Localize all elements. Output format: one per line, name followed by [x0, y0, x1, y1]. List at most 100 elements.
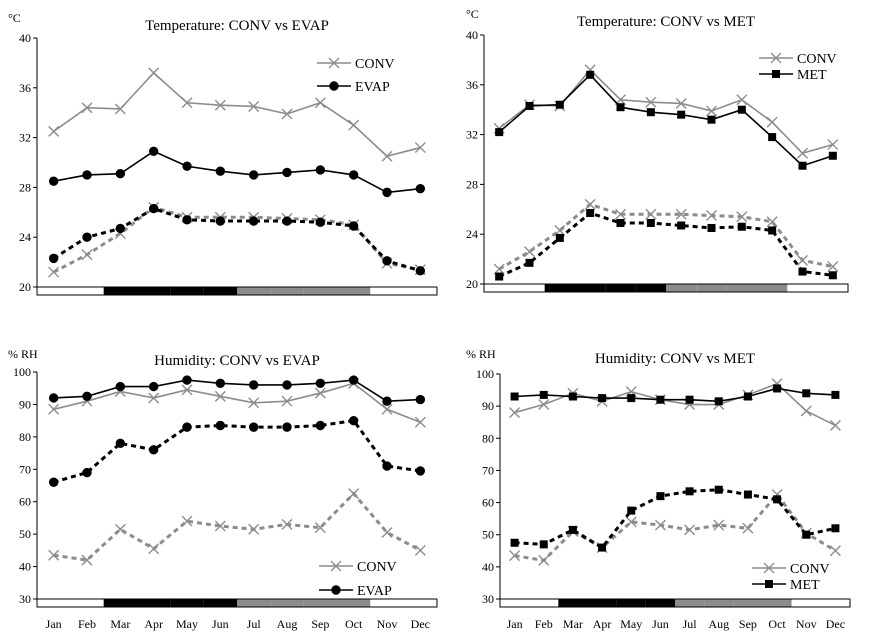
- chart-title: Humidity: CONV vs MET: [595, 351, 755, 367]
- x-tick-label: Jul: [683, 617, 698, 631]
- season-bar-segment: [544, 284, 575, 292]
- series-line: [498, 211, 834, 278]
- season-bar-segment: [787, 284, 818, 292]
- data-point-x-marker: [766, 216, 778, 228]
- data-point-x-marker: [48, 125, 60, 137]
- season-bar-segment: [484, 284, 515, 292]
- data-point-x-marker: [742, 522, 754, 534]
- season-bar-segment: [757, 284, 788, 292]
- data-point-x-marker: [81, 249, 93, 261]
- data-point-x-marker: [538, 399, 550, 411]
- data-point-circle-marker: [348, 415, 359, 426]
- season-bar-frame: [483, 283, 849, 293]
- y-tick-label: 60: [19, 495, 31, 509]
- data-point-square-marker: [539, 390, 548, 399]
- y-tick-label: 36: [466, 78, 478, 92]
- series-conv-max: [48, 67, 426, 162]
- chart-panel-2: Temperature: CONV vs MET °C 20 24 28 32 36 40 CO…: [466, 7, 849, 293]
- series-line: [498, 202, 834, 271]
- y-tick-label: 30: [482, 592, 494, 606]
- data-point-x-marker: [48, 266, 60, 278]
- data-point-x-marker: [770, 52, 782, 64]
- series-line: [53, 382, 421, 424]
- data-point-x-marker: [766, 116, 778, 128]
- y-tick-label: 24: [19, 230, 31, 244]
- data-point-x-marker: [675, 97, 687, 109]
- series-conv-max: [493, 64, 839, 159]
- season-bar-segment: [817, 284, 848, 292]
- data-point-circle-marker: [215, 378, 226, 389]
- season-bar-segment: [762, 599, 792, 607]
- season-bar-segment: [270, 599, 304, 607]
- y-tick-label: 36: [19, 81, 31, 95]
- data-point-square-marker: [828, 271, 837, 280]
- x-tick-label: Sep: [739, 617, 757, 631]
- legend-entry-conv: CONV: [319, 560, 397, 575]
- series-conv-min: [509, 489, 841, 566]
- data-point-circle-marker: [148, 203, 159, 214]
- data-point-square-marker: [677, 110, 686, 119]
- data-point-square-marker: [568, 525, 577, 534]
- season-bar-segment: [500, 599, 530, 607]
- legend-label: CONV: [357, 560, 397, 575]
- data-point-x-marker: [214, 99, 226, 111]
- chart-panel-4: Humidity: CONV vs MET % RH 30 40 50 60 70 80 90 1…: [466, 347, 851, 631]
- data-point-circle-marker: [282, 216, 292, 226]
- data-point-x-marker: [248, 523, 260, 535]
- series-evap-max: [48, 375, 426, 406]
- x-tick-label: Oct: [768, 617, 786, 631]
- data-point-x-marker: [829, 419, 841, 431]
- data-point-circle-marker: [48, 176, 59, 186]
- data-point-x-marker: [797, 147, 808, 159]
- data-point-x-marker: [736, 211, 748, 223]
- data-point-circle-marker: [382, 256, 392, 266]
- y-tick-label: 50: [19, 527, 31, 541]
- data-point-circle-marker: [115, 223, 126, 234]
- data-point-x-marker: [615, 208, 626, 220]
- data-point-circle-marker: [82, 467, 92, 478]
- series-met-max: [510, 384, 840, 406]
- data-point-circle-marker: [182, 375, 192, 385]
- season-bar-segment: [203, 599, 237, 607]
- data-point-square-marker: [737, 222, 746, 231]
- data-point-square-marker: [646, 108, 655, 117]
- data-point-circle-marker: [48, 477, 59, 487]
- data-point-circle-marker: [182, 161, 192, 171]
- data-point-x-marker: [48, 549, 60, 561]
- data-point-square-marker: [714, 485, 723, 494]
- x-tick-label: Jul: [247, 617, 262, 631]
- data-point-x-marker: [281, 518, 293, 530]
- x-tick-label: Aug: [277, 617, 298, 631]
- legend-entry-conv: CONV: [317, 57, 395, 72]
- y-unit-label: % RH: [8, 347, 38, 361]
- data-point-x-marker: [314, 97, 326, 109]
- x-tick-label: May: [620, 617, 642, 631]
- data-point-circle-marker: [329, 81, 339, 91]
- data-point-square-marker: [510, 538, 519, 547]
- season-bar-segment: [733, 599, 763, 607]
- data-point-square-marker: [798, 161, 807, 170]
- data-point-square-marker: [768, 226, 777, 235]
- season-bar-segment: [403, 287, 437, 295]
- legend-entry-evap: EVAP: [319, 584, 392, 599]
- data-point-circle-marker: [48, 253, 59, 264]
- data-point-x-marker: [281, 395, 293, 407]
- y-tick-label: 40: [482, 560, 494, 574]
- data-point-x-marker: [829, 545, 841, 557]
- data-point-circle-marker: [315, 420, 326, 431]
- data-point-circle-marker: [282, 422, 292, 432]
- x-tick-label: Jun: [212, 617, 229, 631]
- season-bar-segment: [337, 287, 371, 295]
- data-point-x-marker: [114, 523, 126, 535]
- data-point-square-marker: [586, 209, 595, 218]
- legend-entry-conv: CONV: [759, 52, 837, 67]
- data-point-x-marker: [713, 519, 725, 531]
- season-bar-segment: [103, 287, 137, 295]
- y-tick-label: 80: [19, 430, 31, 444]
- data-point-square-marker: [743, 392, 752, 401]
- season-bar-segment: [170, 599, 204, 607]
- season-bar-segment: [704, 599, 734, 607]
- data-point-x-marker: [381, 150, 393, 162]
- data-point-square-marker: [525, 101, 534, 110]
- data-point-x-marker: [584, 198, 596, 210]
